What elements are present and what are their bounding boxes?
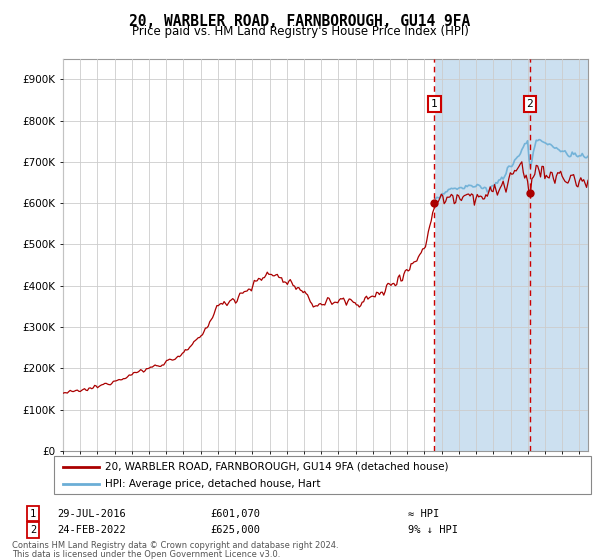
Text: 9% ↓ HPI: 9% ↓ HPI <box>408 525 458 535</box>
Bar <box>63 59 434 451</box>
Text: 24-FEB-2022: 24-FEB-2022 <box>57 525 126 535</box>
Text: HPI: Average price, detached house, Hart: HPI: Average price, detached house, Hart <box>105 479 320 489</box>
Text: 2: 2 <box>527 99 533 109</box>
Text: £601,070: £601,070 <box>210 508 260 519</box>
Text: 20, WARBLER ROAD, FARNBOROUGH, GU14 9FA: 20, WARBLER ROAD, FARNBOROUGH, GU14 9FA <box>130 14 470 29</box>
Text: £625,000: £625,000 <box>210 525 260 535</box>
Text: This data is licensed under the Open Government Licence v3.0.: This data is licensed under the Open Gov… <box>12 550 280 559</box>
Text: Contains HM Land Registry data © Crown copyright and database right 2024.: Contains HM Land Registry data © Crown c… <box>12 541 338 550</box>
Text: 29-JUL-2016: 29-JUL-2016 <box>57 508 126 519</box>
Text: 2: 2 <box>30 525 36 535</box>
Text: 1: 1 <box>431 99 437 109</box>
Text: Price paid vs. HM Land Registry's House Price Index (HPI): Price paid vs. HM Land Registry's House … <box>131 25 469 38</box>
Bar <box>434 59 588 451</box>
Text: 20, WARBLER ROAD, FARNBOROUGH, GU14 9FA (detached house): 20, WARBLER ROAD, FARNBOROUGH, GU14 9FA … <box>105 461 449 472</box>
Text: 1: 1 <box>30 508 36 519</box>
Text: ≈ HPI: ≈ HPI <box>408 508 439 519</box>
